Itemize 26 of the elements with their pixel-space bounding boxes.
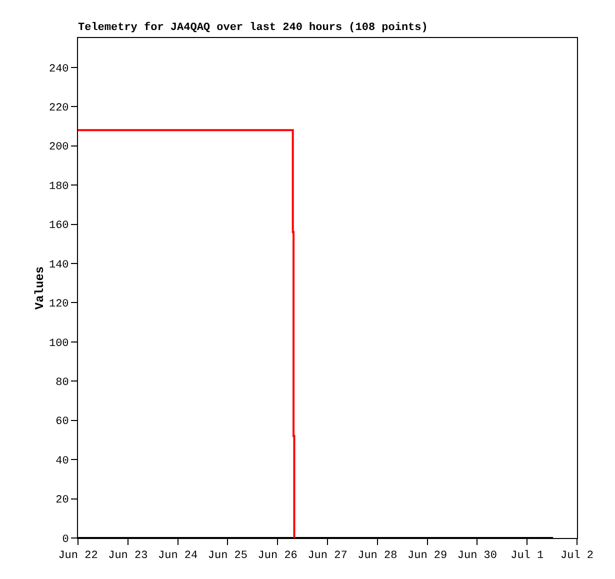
x-tick-label: Jun 27: [308, 550, 348, 562]
x-tick-label: Jul 2: [560, 550, 594, 562]
x-tick-label: Jun 26: [258, 550, 298, 562]
x-tick-label: Jun 30: [457, 550, 498, 562]
y-tick-label: 20: [56, 494, 69, 507]
y-tick-label: 100: [48, 338, 69, 350]
y-tick-label: 240: [48, 63, 69, 76]
y-axis-title: Values: [32, 266, 47, 310]
x-tick-label: Jun 25: [208, 550, 248, 562]
x-tick-label: Jun 29: [407, 550, 448, 562]
y-tick-label: 40: [56, 455, 69, 468]
x-tick-label: Jun 24: [158, 550, 198, 562]
y-tick-label: 220: [48, 102, 69, 114]
x-tick-label: Jun 23: [108, 550, 148, 562]
x-tick-label: Jun 28: [358, 550, 398, 562]
y-tick-label: 60: [56, 416, 69, 428]
y-tick-label: 80: [56, 376, 69, 389]
y-tick-label: 120: [48, 298, 69, 311]
y-tick-label: 0: [62, 534, 69, 546]
y-tick-label: 200: [48, 142, 69, 154]
x-tick-label: Jul 1: [510, 550, 544, 562]
chart-title: Telemetry for JA4QAQ over last 240 hours (108 points): [78, 20, 428, 34]
y-tick-label: 180: [48, 180, 69, 193]
y-tick-label: 160: [48, 220, 69, 232]
x-tick-label: Jun 22: [58, 550, 98, 562]
y-tick-label: 140: [48, 259, 69, 272]
